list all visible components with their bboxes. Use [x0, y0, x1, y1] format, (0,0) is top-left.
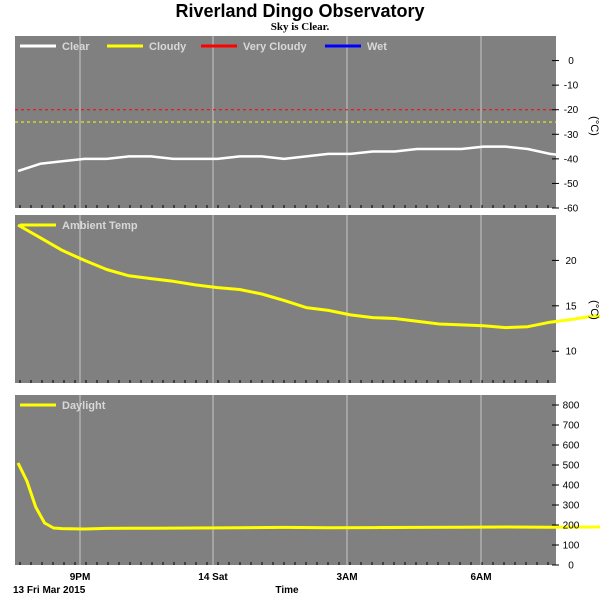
- x-tick-9pm: 9PM: [70, 572, 91, 583]
- legend-label: Wet: [367, 41, 387, 53]
- y-tick-label: -30: [564, 130, 579, 141]
- legend-label: Daylight: [62, 400, 106, 412]
- y-tick-label: -40: [564, 154, 579, 165]
- series-line-ambient-temp: [17, 223, 600, 330]
- ambient-temp-panel: [15, 215, 556, 383]
- ambient-temp-ylabel: (°C): [588, 300, 600, 320]
- y-tick-label: -20: [564, 105, 579, 116]
- y-tick-label: 0: [568, 56, 574, 67]
- y-tick-label: 10: [565, 347, 577, 358]
- y-tick-label: 500: [563, 461, 580, 472]
- x-tick-14-sat: 14 Sat: [198, 572, 228, 583]
- legend-label: Ambient Temp: [62, 220, 138, 232]
- y-tick-label: -10: [564, 81, 579, 92]
- y-tick-label: 300: [563, 501, 580, 512]
- y-tick-label: 800: [563, 401, 580, 412]
- y-tick-label: 400: [563, 481, 580, 492]
- y-tick-label: 0: [568, 561, 574, 572]
- sky-temp-ylabel: (°C): [588, 116, 600, 136]
- y-tick-label: -50: [564, 179, 579, 190]
- daylight-panel: [15, 395, 556, 565]
- x-tick-6am: 6AM: [470, 572, 491, 583]
- date-label: 13 Fri Mar 2015: [13, 585, 86, 596]
- legend-label: Cloudy: [149, 41, 187, 53]
- y-tick-label: 600: [563, 441, 580, 452]
- y-tick-label: 20: [565, 256, 577, 267]
- series-line-clear: [17, 145, 600, 173]
- legend-label: Clear: [62, 41, 90, 53]
- legend-label: Very Cloudy: [243, 41, 307, 53]
- y-tick-label: 15: [565, 301, 577, 312]
- y-tick-label: 200: [563, 521, 580, 532]
- sky-status: Sky is Clear.: [270, 21, 330, 33]
- x-axis-label: Time: [275, 585, 299, 596]
- page-title: Riverland Dingo Observatory: [175, 1, 425, 21]
- series-line-daylight: [16, 462, 600, 531]
- y-tick-label: -60: [564, 204, 579, 215]
- y-tick-label: 700: [563, 421, 580, 432]
- y-tick-label: 100: [563, 541, 580, 552]
- x-tick-3am: 3AM: [336, 572, 357, 583]
